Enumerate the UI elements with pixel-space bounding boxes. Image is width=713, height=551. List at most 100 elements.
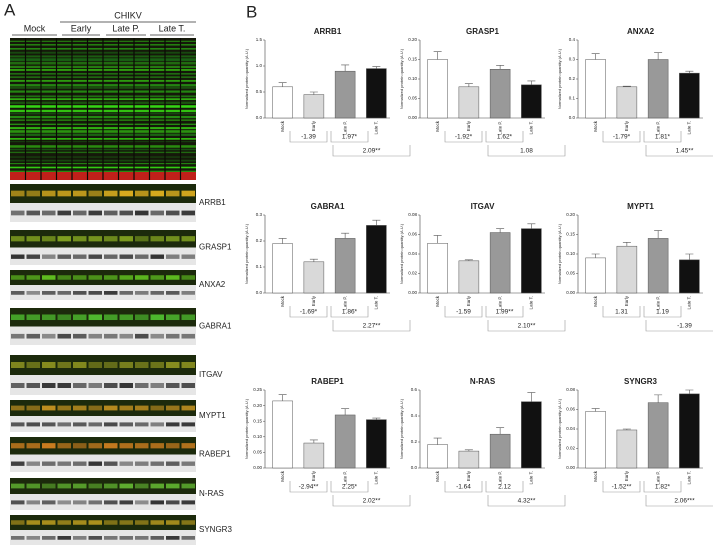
error-bar — [622, 428, 631, 430]
blot-band — [119, 333, 133, 339]
blot-band — [57, 190, 71, 197]
blot-strip — [10, 203, 196, 222]
blot-band — [26, 383, 40, 388]
blot-strip — [10, 416, 196, 432]
error-bar — [496, 228, 505, 233]
blot-band — [26, 362, 40, 368]
blot-band — [11, 500, 25, 505]
x-tick-label: Early — [466, 470, 471, 481]
blot-band — [135, 383, 149, 388]
bar — [647, 59, 669, 119]
bar — [585, 59, 606, 119]
y-axis-label: Normalized protein quantity (A.U.) — [244, 223, 249, 284]
bar — [647, 402, 669, 469]
blot-band — [135, 405, 149, 411]
blot-band — [166, 483, 180, 489]
blot-band — [119, 520, 133, 525]
comparison-label: 1.08 — [520, 148, 533, 155]
bar — [427, 444, 448, 469]
y-tick-label: 0.20 — [253, 403, 262, 408]
blot-band — [26, 275, 40, 280]
blot-band — [42, 190, 56, 197]
y-tick-label: 0.25 — [253, 387, 262, 392]
blot-band — [119, 210, 133, 216]
blot-band — [104, 275, 118, 280]
blot-band — [150, 461, 164, 466]
y-tick-label: 0.2 — [256, 238, 263, 243]
x-tick-label: Mock — [593, 470, 598, 482]
chart-title: N-RAS — [470, 377, 496, 386]
error-bar — [464, 449, 473, 452]
comparison-label: 2.10** — [518, 323, 536, 330]
blot-band — [42, 500, 56, 505]
x-tick-label: Mock — [593, 120, 598, 132]
blot-band — [11, 275, 25, 280]
blot-band — [166, 500, 180, 505]
blot-band — [73, 483, 87, 489]
blot-band — [57, 314, 71, 321]
blot-band — [104, 383, 118, 388]
blot-band — [42, 520, 56, 525]
bar — [647, 238, 669, 294]
blot-band — [26, 422, 40, 427]
blot-band — [57, 483, 71, 489]
comparison-label: 2.27** — [363, 323, 381, 330]
y-axis-label: Normalized protein quantity (A.U.) — [399, 398, 404, 459]
error-bar — [372, 417, 381, 420]
blot-band — [119, 236, 133, 242]
blot-band — [135, 291, 149, 295]
blot-band — [42, 275, 56, 280]
blot-band — [150, 254, 164, 259]
blot-band — [166, 383, 180, 388]
blot-band — [57, 210, 71, 216]
blot-band — [11, 520, 25, 525]
error-bar — [372, 219, 381, 226]
y-tick-label: 0.20 — [566, 212, 575, 217]
blot-band — [57, 254, 71, 259]
bar — [272, 243, 293, 294]
comparison-label: 2.12 — [498, 484, 511, 491]
comparison-label: -1.79* — [613, 134, 631, 141]
blot-band — [104, 254, 118, 259]
blot-strip — [10, 247, 196, 265]
x-tick-label: Mock — [435, 470, 440, 482]
blot-band — [135, 443, 149, 449]
blot-band — [11, 443, 25, 449]
y-tick-label: 0.6 — [411, 387, 418, 392]
bar — [458, 86, 480, 119]
comparison-bracket — [643, 306, 682, 318]
blot-band — [88, 236, 102, 242]
blot-band — [135, 461, 149, 466]
x-tick-label: Late T. — [687, 471, 692, 484]
blot-band — [88, 405, 102, 411]
blot-band — [73, 536, 87, 540]
blot-band — [88, 461, 102, 466]
blot-band — [57, 461, 71, 466]
comparison-bracket — [332, 495, 411, 507]
y-tick-label: 0.08 — [566, 387, 575, 392]
bar — [521, 401, 542, 469]
group-label: CHIKV — [114, 10, 142, 20]
x-tick-label: Late P. — [342, 121, 347, 135]
blot-band — [11, 383, 25, 388]
blot-band — [166, 291, 180, 295]
error-bar — [591, 53, 600, 60]
blot-band — [150, 291, 164, 295]
blot-band — [104, 190, 118, 197]
y-tick-label: 0.00 — [253, 465, 262, 470]
y-tick-label: 0.05 — [566, 271, 575, 276]
bar — [366, 419, 387, 469]
x-tick-label: Mock — [280, 120, 285, 132]
comparison-label: -1.69* — [300, 309, 318, 316]
blot-band — [150, 275, 164, 280]
bar — [585, 411, 606, 469]
bar — [616, 429, 638, 469]
y-tick-label: 0.1 — [569, 96, 576, 101]
chart-title: SYNGR3 — [624, 377, 657, 386]
y-tick-label: 0.1 — [256, 264, 263, 269]
blot-band — [42, 236, 56, 242]
bar — [303, 442, 325, 469]
blot-band — [135, 422, 149, 427]
blot-band — [119, 254, 133, 259]
blot-band — [73, 383, 87, 388]
